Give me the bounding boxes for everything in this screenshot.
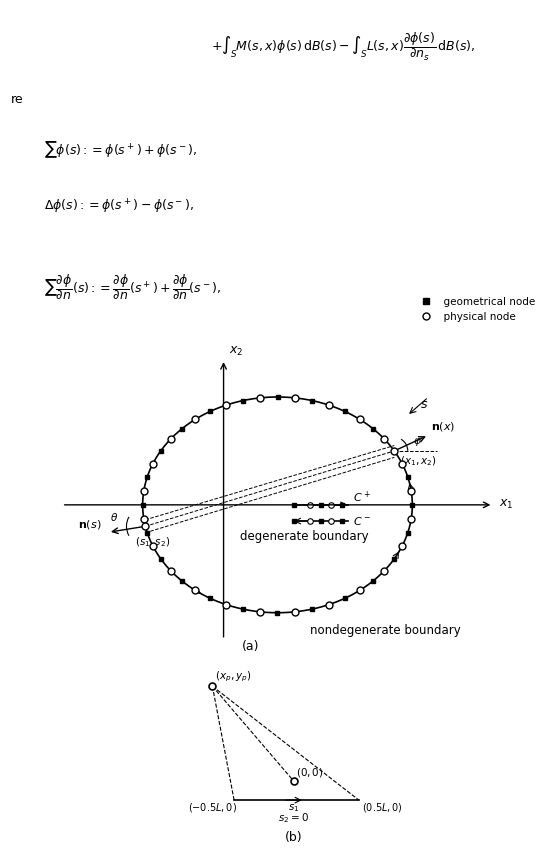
Text: $C^-$: $C^-$	[353, 515, 371, 526]
Text: $(x_1,x_2)$: $(x_1,x_2)$	[400, 455, 436, 469]
Text: $\mathbf{n}(x)$: $\mathbf{n}(x)$	[431, 420, 456, 433]
Text: $\varphi$: $\varphi$	[413, 437, 422, 449]
Text: $(x_p, y_p)$: $(x_p, y_p)$	[215, 670, 252, 684]
Text: $x_2$: $x_2$	[229, 345, 243, 358]
Text: $\sum\dfrac{\partial\phi}{\partial n}(s) := \dfrac{\partial\phi}{\partial n}(s^+: $\sum\dfrac{\partial\phi}{\partial n}(s)…	[44, 272, 222, 302]
Text: $( s_1, s_2)$: $( s_1, s_2)$	[134, 535, 170, 549]
Text: $+\int_S M(s,x)\phi(s)\,\mathrm{d}B(s) - \int_S L(s,x)\dfrac{\partial\phi(s)}{\p: $+\int_S M(s,x)\phi(s)\,\mathrm{d}B(s) -…	[211, 31, 475, 63]
Text: $\Delta\phi(s) := \phi(s^+) - \phi(s^-),$: $\Delta\phi(s) := \phi(s^+) - \phi(s^-),…	[44, 198, 194, 217]
Text: $(0.5L, 0)$: $(0.5L, 0)$	[361, 802, 402, 815]
Text: $\sum\phi(s) := \phi(s^+) + \phi(s^-),$: $\sum\phi(s) := \phi(s^+) + \phi(s^-),$	[44, 140, 198, 161]
Text: (b): (b)	[285, 831, 302, 844]
Text: $(0, 0)$: $(0, 0)$	[296, 766, 324, 779]
Text: nondegenerate boundary: nondegenerate boundary	[310, 624, 461, 637]
Text: re: re	[11, 93, 24, 106]
Legend:   geometrical node,   physical node: geometrical node, physical node	[417, 293, 539, 326]
Text: $C^+$: $C^+$	[353, 490, 371, 505]
Text: $(-0.5L, 0)$: $(-0.5L, 0)$	[188, 802, 237, 815]
Text: $s$: $s$	[421, 398, 428, 411]
Text: $s_2 = 0$: $s_2 = 0$	[278, 810, 309, 824]
Text: (a): (a)	[242, 640, 259, 653]
Text: $s_1$: $s_1$	[288, 802, 300, 814]
Text: $\mathbf{n}(s)$: $\mathbf{n}(s)$	[78, 518, 102, 531]
Text: $x_1$: $x_1$	[498, 498, 513, 512]
Text: $\theta$: $\theta$	[110, 511, 118, 523]
Text: degenerate boundary: degenerate boundary	[240, 530, 369, 543]
